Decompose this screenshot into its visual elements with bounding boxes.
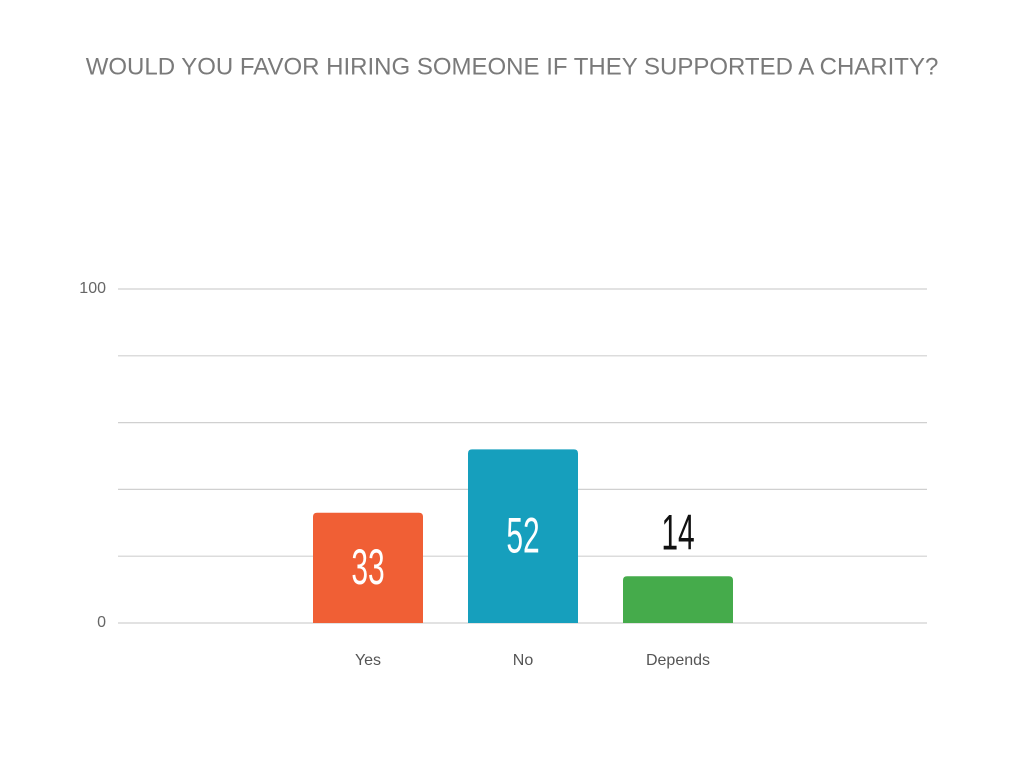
y-tick-label: 0 bbox=[97, 614, 106, 631]
bar bbox=[468, 449, 578, 623]
x-tick-label: Yes bbox=[355, 652, 381, 669]
x-tick-label: Depends bbox=[646, 652, 710, 669]
chart-title: WOULD YOU FAVOR HIRING SOMEONE IF THEY S… bbox=[86, 53, 939, 80]
value-label: 14 bbox=[661, 505, 694, 561]
value-label: 33 bbox=[351, 539, 384, 595]
bar bbox=[623, 576, 733, 623]
bar bbox=[313, 512, 423, 623]
x-tick-label: No bbox=[513, 652, 534, 669]
value-label: 52 bbox=[506, 507, 539, 563]
y-tick-label: 100 bbox=[79, 280, 106, 297]
